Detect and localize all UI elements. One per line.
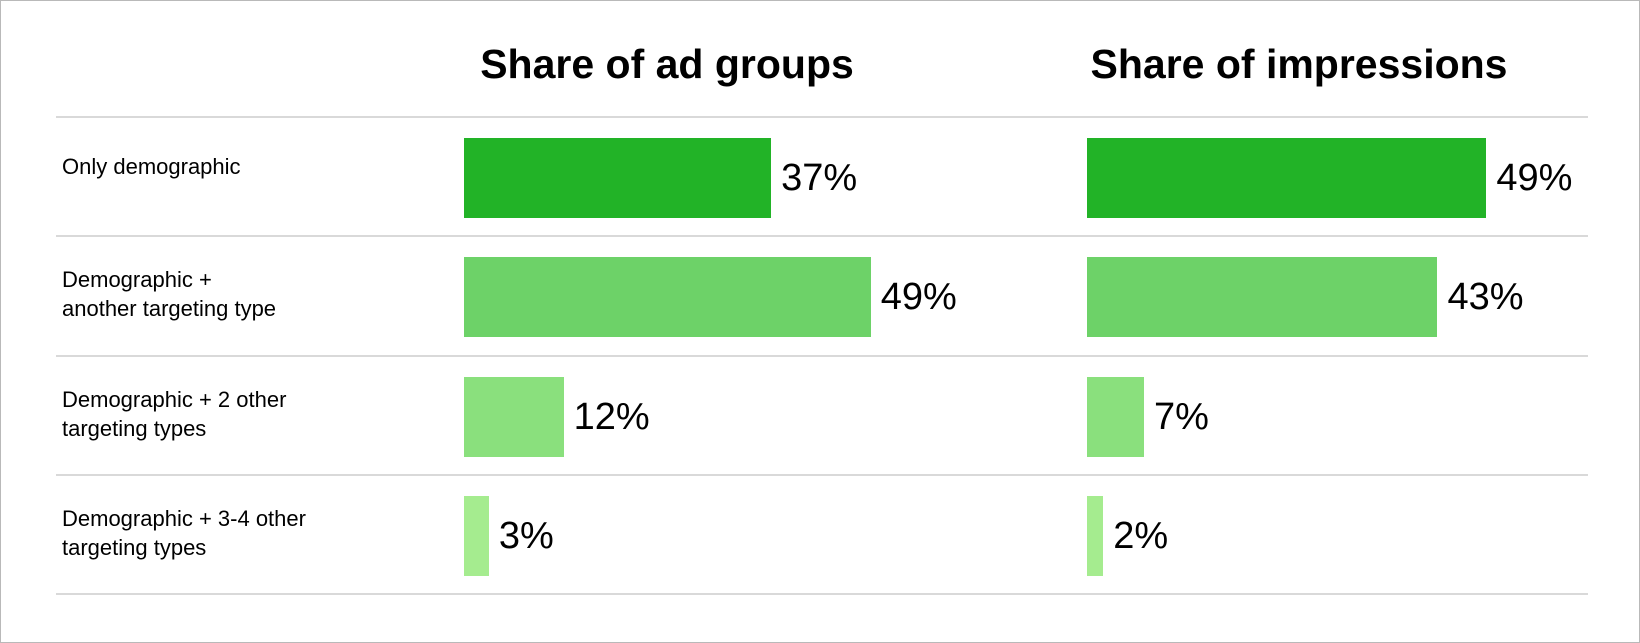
bar-impressions <box>1087 257 1438 337</box>
row-separator <box>56 474 1588 476</box>
bar-ad-groups <box>464 257 871 337</box>
row-separator <box>56 235 1588 237</box>
row-separator <box>56 355 1588 357</box>
value-label: 7% <box>1154 396 1209 438</box>
value-label: 2% <box>1113 515 1169 557</box>
value-label: 43% <box>1447 276 1524 318</box>
value-label: 37% <box>781 157 858 199</box>
row-separator <box>56 116 1588 118</box>
column-title-impressions: Share of impressions <box>1090 41 1508 87</box>
bar-ad-groups <box>464 377 564 457</box>
row-separator <box>56 593 1588 595</box>
bar-impressions <box>1087 138 1487 218</box>
value-label: 49% <box>880 276 957 318</box>
bar-impressions <box>1087 496 1104 576</box>
category-label: Only demographic <box>62 154 241 179</box>
bar-impressions <box>1087 377 1145 457</box>
value-label: 3% <box>498 515 554 557</box>
value-label: 49% <box>1496 157 1573 199</box>
bar-ad-groups <box>464 496 489 576</box>
category-label: Demographic + 3-4 other targeting types <box>62 506 306 560</box>
category-label: Demographic + 2 other targeting types <box>62 387 287 441</box>
bar-ad-groups <box>464 138 772 218</box>
column-title-ad-groups: Share of ad groups <box>480 41 854 87</box>
value-label: 12% <box>573 396 650 438</box>
category-label: Demographic + another targeting type <box>62 267 277 321</box>
